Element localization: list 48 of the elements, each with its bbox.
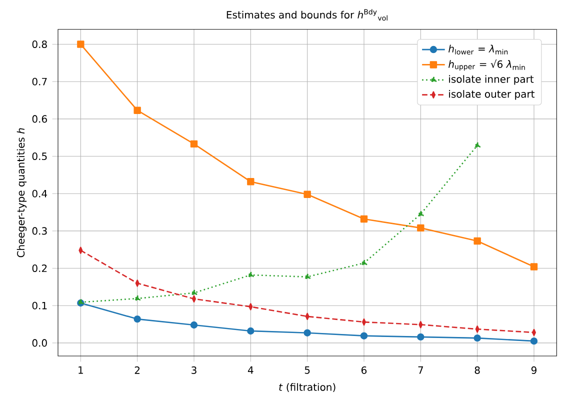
point [360, 332, 368, 340]
point [304, 190, 311, 198]
point [190, 289, 198, 296]
x-tick-label: 3 [192, 366, 196, 374]
y-tick-label: 0.6 [32, 115, 47, 123]
point [530, 263, 538, 270]
point [530, 337, 538, 345]
y-tick-label: 0.8 [32, 40, 47, 48]
x-tick-label: 6 [362, 366, 367, 374]
point [474, 142, 481, 148]
point [247, 327, 254, 335]
y-tick-label: 0.7 [32, 78, 47, 86]
point [190, 140, 198, 148]
point [304, 329, 311, 336]
y-tick-label: 0.3 [32, 227, 47, 235]
point [190, 321, 198, 329]
point [247, 271, 254, 278]
point [474, 237, 481, 245]
point [134, 106, 141, 114]
point [360, 215, 368, 223]
y-tick-label: 0.4 [32, 190, 48, 198]
y-tick-label: 0.2 [32, 264, 47, 272]
x-tick-label: 8 [474, 366, 480, 374]
x-tick-label: 4 [248, 366, 254, 374]
legend-label: h$_{upper}$ = √6 λ$_{min}$ [448, 60, 525, 71]
x-tick-label: 5 [304, 366, 310, 374]
point [417, 333, 424, 341]
legend-label: h$_{lower}$ = λ$_{min}$ [448, 44, 508, 55]
point [417, 210, 424, 216]
point [417, 224, 424, 232]
point [77, 40, 84, 48]
y-axis-title: Cheeger-type quantities h [16, 128, 27, 258]
point [77, 298, 84, 304]
y-tick-label: 0.1 [32, 302, 47, 310]
y-tick-label: 0.5 [32, 152, 47, 160]
legend-label: isolate outer part [449, 90, 535, 100]
legend-label: isolate inner part [449, 75, 534, 85]
x-tick-label: 7 [418, 366, 423, 374]
x-axis-title: t (filtration) [279, 383, 336, 392]
point [247, 178, 254, 186]
point [134, 294, 141, 301]
x-tick-label: 1 [78, 366, 83, 374]
x-tick-label: 2 [134, 366, 140, 374]
point [134, 315, 141, 323]
x-tick-label: 9 [531, 366, 536, 374]
point [304, 273, 311, 279]
point [474, 334, 481, 342]
y-tick-label: 0.0 [32, 339, 47, 347]
